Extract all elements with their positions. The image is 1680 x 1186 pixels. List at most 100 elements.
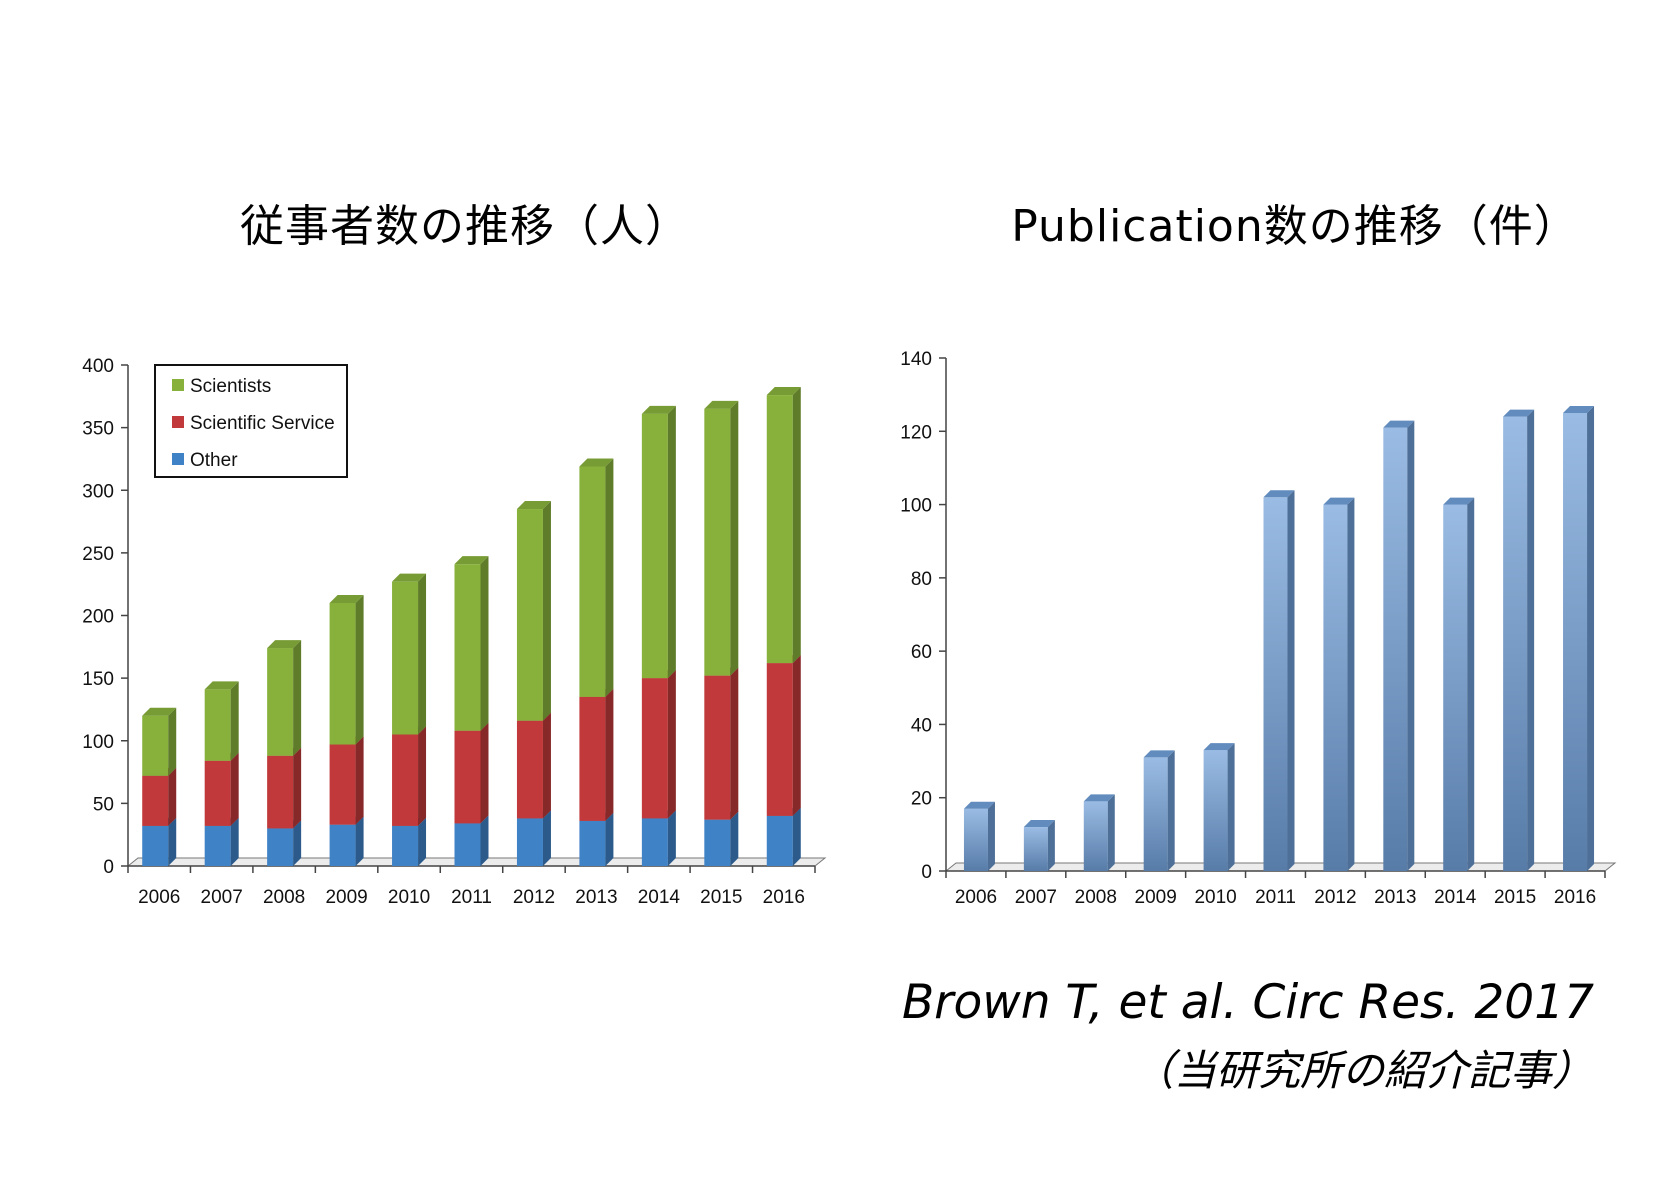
staff-bar-other-front <box>204 825 231 866</box>
staff-bar-scientists-front <box>142 715 169 776</box>
staff-bar-scientists <box>204 681 239 761</box>
staff-bar-scientists-side <box>480 556 489 731</box>
staff-x-tick-label: 2011 <box>451 887 492 908</box>
pub-bar-top <box>1383 420 1415 428</box>
legend-swatch <box>172 416 184 428</box>
legend-box <box>154 364 348 478</box>
staff-bar-other-side <box>667 810 676 866</box>
pub-bar-side <box>1587 405 1595 871</box>
staff-y-tick-label: 300 <box>82 481 114 502</box>
staff-bar-scientists-top <box>704 400 739 409</box>
staff-x-tick-label: 2006 <box>138 887 180 908</box>
staff-bar-scientific-service-front <box>267 755 294 829</box>
pub-bar-top <box>1563 405 1595 413</box>
staff-x-tick-label: 2010 <box>388 887 430 908</box>
citation-note: （当研究所の紹介記事） <box>1131 1046 1594 1095</box>
staff-bar-scientists <box>142 707 177 776</box>
staff-bar-scientists-top <box>579 458 614 467</box>
pub-bar-side <box>1107 794 1115 871</box>
staff-bar-other-side <box>230 817 239 866</box>
staff-stacked-bar-chart: 0 50 100 150 200 250 300 350 400 2006 2007 2008 2009… <box>82 356 827 908</box>
pub-y-tick-label: 40 <box>911 715 932 736</box>
pub-y-tick-label: 20 <box>911 789 932 810</box>
legend-label: Scientific Service <box>190 413 335 434</box>
staff-bar-scientists-front <box>204 689 231 761</box>
staff-bar-scientists-front <box>392 581 419 735</box>
pub-x-tick-label: 2011 <box>1255 887 1296 908</box>
staff-y-tick-label: 100 <box>82 732 114 753</box>
staff-bar-other-front <box>516 818 543 866</box>
pub-bar <box>1563 405 1595 871</box>
staff-bar-scientists-top <box>142 707 177 716</box>
staff-bar-other-front <box>329 824 356 866</box>
pub-bar-front <box>1143 757 1168 871</box>
pub-bar <box>1503 409 1535 871</box>
pub-bar <box>1203 743 1235 871</box>
staff-bar-other-side <box>605 812 614 866</box>
staff-bar-scientists-side <box>792 387 801 664</box>
staff-bar-other-front <box>454 823 481 866</box>
staff-bar-scientific-service-side <box>542 712 551 819</box>
staff-bar-scientific-service-front <box>579 696 606 821</box>
staff-bar-scientists-side <box>605 458 614 697</box>
staff-x-tick-label: 2014 <box>638 887 681 908</box>
pub-x-tick-label: 2014 <box>1434 887 1477 908</box>
legend-swatch <box>172 453 184 465</box>
staff-bar-scientific-service-side <box>355 736 364 825</box>
pub-bar-front <box>1263 497 1288 871</box>
staff-bar-other-front <box>267 828 294 866</box>
staff-x-tick-label: 2009 <box>325 887 367 908</box>
staff-bar-scientific-service-front <box>329 744 356 825</box>
staff-bar-scientists-front <box>641 413 668 679</box>
staff-bar-scientists <box>267 640 302 756</box>
staff-bar-scientists-front <box>704 408 731 676</box>
publication-chart-title: Publication数の推移（件） <box>1011 201 1579 252</box>
pub-y-tick-label: 100 <box>900 496 932 517</box>
pub-bar-front <box>1323 504 1348 871</box>
pub-bar-front <box>1203 750 1228 871</box>
pub-bar-top <box>1143 750 1175 758</box>
staff-bar-other-front <box>579 820 606 866</box>
legend-swatch <box>172 379 184 391</box>
staff-bar-scientists-side <box>730 400 739 676</box>
staff-bar-scientific-service-front <box>516 720 543 819</box>
staff-bar-other-front <box>142 825 169 866</box>
pub-bar <box>1383 420 1415 871</box>
citation-reference: Brown T, et al. Circ Res. 2017 <box>901 975 1594 1030</box>
pub-bar-side <box>987 801 995 871</box>
staff-bar-other-front <box>392 825 419 866</box>
pub-bar <box>1323 497 1355 871</box>
pub-bar <box>1143 750 1175 871</box>
staff-bar-scientists-side <box>418 573 427 735</box>
staff-bar-scientific-service-side <box>792 655 801 816</box>
staff-y-tick-label: 50 <box>93 794 114 815</box>
staff-bar-scientists-top <box>329 594 364 603</box>
staff-bar-other-side <box>355 816 364 866</box>
pub-bar <box>1083 794 1115 871</box>
pub-bar-side <box>1287 490 1295 871</box>
pub-bar-side <box>1347 497 1355 871</box>
staff-bar-scientists-top <box>766 387 801 396</box>
publication-bar-chart: 0 20 40 60 80 100 120 140 2006 2007 2008 2009 2010 20… <box>900 349 1617 908</box>
pub-bar-side <box>1467 497 1475 871</box>
staff-bar-scientific-service <box>704 667 739 820</box>
staff-bar-scientists-top <box>641 405 676 414</box>
staff-bar-scientists <box>579 458 614 697</box>
pub-x-tick-label: 2006 <box>955 887 997 908</box>
staff-bar-other-front <box>704 819 731 866</box>
staff-bar-scientific-service-front <box>392 734 419 826</box>
staff-bar-scientific-service-side <box>730 667 739 820</box>
staff-bar-scientists <box>704 400 739 676</box>
pub-y-tick-label: 0 <box>921 862 932 883</box>
pub-bar-front <box>963 808 988 871</box>
pub-bar-front <box>1083 801 1108 871</box>
pub-bar-top <box>1023 820 1055 828</box>
staff-bar-scientists-front <box>454 564 481 731</box>
staff-x-tick-label: 2013 <box>575 887 617 908</box>
staff-bar-scientific-service-front <box>142 775 169 826</box>
staff-bar-scientific-service-side <box>667 670 676 819</box>
pub-y-tick-label: 140 <box>900 349 932 370</box>
staff-x-tick-label: 2012 <box>513 887 555 908</box>
pub-x-tick-label: 2010 <box>1194 887 1236 908</box>
staff-bar-scientific-service <box>766 655 801 816</box>
